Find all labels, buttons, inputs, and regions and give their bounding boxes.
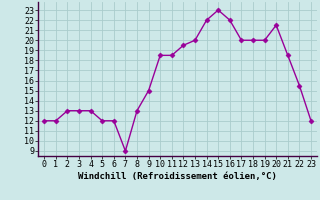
X-axis label: Windchill (Refroidissement éolien,°C): Windchill (Refroidissement éolien,°C) [78, 172, 277, 181]
